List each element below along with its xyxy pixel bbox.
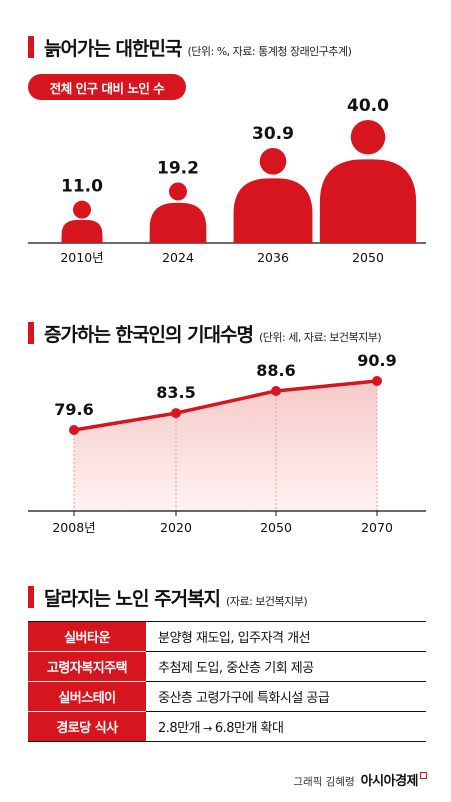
life-expectancy-chart: 79.6 2008년 83.5 2020 88.6 2050 90.9 2070 xyxy=(28,351,426,535)
data-point xyxy=(372,376,382,386)
section-header-life-expectancy: 증가하는 한국인의 기대수명 (단위: 세, 자료: 보건복지부) xyxy=(28,320,382,347)
credit-name: 그래픽 김혜령 xyxy=(293,776,355,788)
person-icon xyxy=(319,120,417,243)
series-line xyxy=(73,379,378,432)
data-label: 88.6 xyxy=(256,361,295,380)
section-note: (자료: 보건복지부) xyxy=(226,595,308,608)
elderly-ratio-chart: 11.0 2010년 19.2 2024 30.9 2036 40.0 2050 xyxy=(28,96,426,265)
data-label: 11.0 xyxy=(61,177,103,197)
chart-subtitle-badge: 전체 인구 대비 노인 수 xyxy=(28,74,186,100)
data-label: 40.0 xyxy=(347,96,389,116)
value-from: 2.8만개 xyxy=(158,721,201,736)
person-icon xyxy=(61,200,103,243)
x-tick-label: 2024 xyxy=(162,250,194,265)
table-row: 실버스테이 중산층 고령가구에 특화시설 공급 xyxy=(28,681,426,712)
x-tick-label: 2050 xyxy=(352,250,384,265)
section-marker xyxy=(28,586,34,608)
table-row: 고령자복지주택 추첨제 도입, 중산층 기회 제공 xyxy=(28,651,426,682)
section-title: 증가하는 한국인의 기대수명 xyxy=(44,324,254,346)
x-tick-label: 2050 xyxy=(260,520,292,535)
person-body xyxy=(233,178,313,243)
section-title: 늙어가는 대한민국 xyxy=(44,38,182,60)
row-label: 실버스테이 xyxy=(28,681,146,712)
person-head xyxy=(259,147,287,175)
data-label: 83.5 xyxy=(156,383,195,402)
data-label: 79.6 xyxy=(54,400,93,419)
section-note: (단위: 세, 자료: 보건복지부) xyxy=(259,331,382,344)
table-row: 실버타운 분양형 재도입, 입주자격 개선 xyxy=(28,621,426,652)
person-body xyxy=(319,159,417,243)
data-label: 19.2 xyxy=(157,158,199,178)
row-value: 추첨제 도입, 중산층 기회 제공 xyxy=(146,651,426,682)
row-label: 실버타운 xyxy=(28,621,146,652)
person-icon xyxy=(149,182,207,243)
data-point xyxy=(171,408,181,419)
credit-brand: 아시아경제 xyxy=(360,774,419,789)
x-tick-label: 2008년 xyxy=(52,520,95,535)
section-header-housing: 달라지는 노인 주거복지 (자료: 보건복지부) xyxy=(28,584,308,611)
credit: 그래픽 김혜령 아시아경제 xyxy=(293,770,427,789)
row-label: 고령자복지주택 xyxy=(28,651,146,682)
housing-welfare-table: 실버타운 분양형 재도입, 입주자격 개선 고령자복지주택 추첨제 도입, 중산… xyxy=(28,621,426,742)
data-point xyxy=(271,385,281,396)
section-header-aging: 늙어가는 대한민국 (단위: %, 자료: 통계청 장래인구추계) xyxy=(28,34,352,61)
section-marker xyxy=(28,36,34,58)
data-label: 90.9 xyxy=(357,351,396,370)
data-point xyxy=(69,425,79,435)
brand-mark-icon xyxy=(420,772,427,779)
value-to: 6.8만개 확대 xyxy=(214,721,284,736)
person-body xyxy=(61,219,103,243)
row-label: 경로당 식사 xyxy=(28,711,146,742)
x-tick-label: 2070 xyxy=(361,520,393,535)
person-head xyxy=(169,182,187,201)
person-icon xyxy=(233,147,313,243)
x-tick-label: 2020 xyxy=(160,520,192,535)
section-title: 달라지는 노인 주거복지 xyxy=(44,588,221,610)
section-note: (단위: %, 자료: 통계청 장래인구추계) xyxy=(187,45,352,58)
row-value: 2.8만개 → 6.8만개 확대 xyxy=(146,711,426,742)
row-value: 분양형 재도입, 입주자격 개선 xyxy=(146,621,426,652)
x-tick-label: 2010년 xyxy=(60,250,103,265)
person-body xyxy=(149,202,207,243)
section-marker xyxy=(28,322,34,344)
data-label: 30.9 xyxy=(252,124,294,144)
table-row: 경로당 식사 2.8만개 → 6.8만개 확대 xyxy=(28,711,426,742)
person-head xyxy=(350,120,386,155)
person-head xyxy=(73,200,91,219)
x-tick-label: 2036 xyxy=(257,250,289,265)
right-arrow-icon: → xyxy=(203,722,212,735)
row-value: 중산층 고령가구에 특화시설 공급 xyxy=(146,681,426,712)
area-fill xyxy=(74,381,377,511)
